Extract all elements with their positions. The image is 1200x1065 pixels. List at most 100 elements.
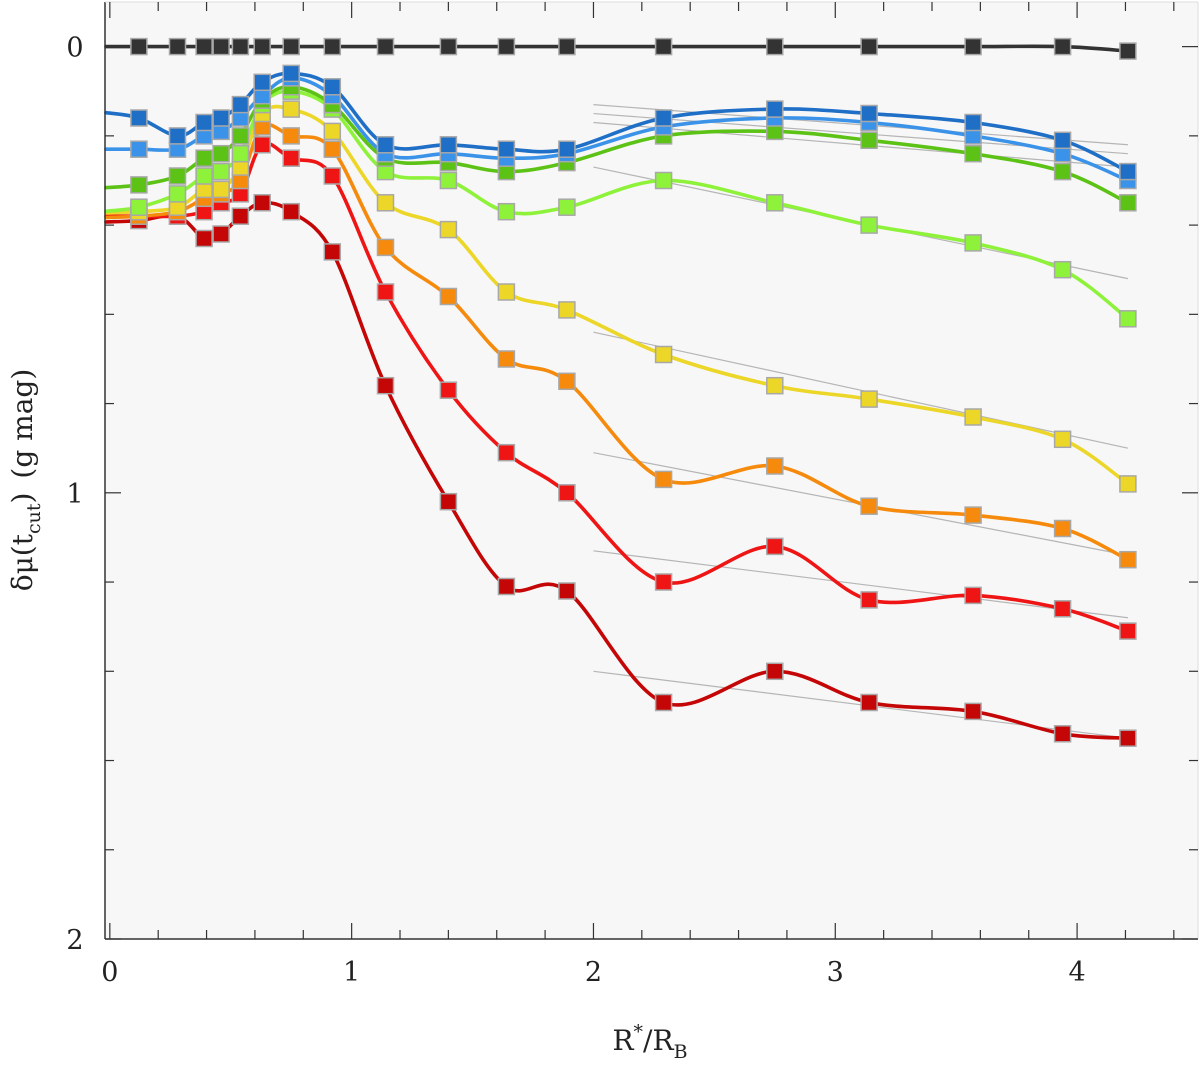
marker-black [558,37,576,56]
marker-red [282,149,300,167]
marker-dark-red [558,582,576,600]
marker-lime [439,171,458,190]
marker-dark-red [860,693,878,712]
marker-black [212,37,230,56]
marker-dark-red [439,492,458,511]
marker-dark-red [195,229,213,248]
marker-dark-red [231,207,250,225]
x-tick-label: 1 [343,957,360,988]
marker-orange [1053,519,1072,538]
marker-dark-red [964,702,982,721]
marker-dark-red [376,376,395,395]
x-tick-label: 2 [585,957,602,988]
marker-black [282,37,300,56]
marker-dark-blue [253,73,271,92]
marker-lime [168,185,187,203]
marker-green [860,131,878,150]
marker-orange [964,506,982,524]
marker-black [439,37,458,56]
y-axis-title: δμ(tcut) (g mag) [6,369,45,592]
marker-lime [1119,310,1137,328]
marker-yellow [558,301,576,319]
marker-orange [497,350,516,368]
marker-dark-red [497,577,516,596]
marker-red [376,283,395,301]
marker-red [323,167,342,185]
marker-dark-red [1119,729,1137,747]
marker-dark-blue [654,109,673,127]
marker-lime [231,144,250,163]
marker-black [253,37,271,56]
data-markers [130,37,1137,747]
x-tick-label: 4 [1068,957,1085,988]
marker-lime [1053,260,1072,279]
x-title-base: R [612,1024,634,1057]
marker-green [964,144,982,163]
fit-red [593,550,1128,619]
marker-yellow [766,376,784,395]
marker-green [212,144,230,163]
marker-black [964,37,982,56]
marker-black [654,37,673,56]
marker-yellow [282,100,300,118]
marker-yellow [1053,430,1072,449]
marker-red [654,573,673,591]
marker-dark-blue [231,95,250,114]
marker-green [231,127,250,145]
marker-yellow [654,345,673,364]
marker-dark-red [323,243,342,261]
marker-black [766,37,784,56]
marker-orange [860,497,878,515]
marker-lime [766,194,784,212]
marker-dark-blue [439,136,458,154]
marker-lime [130,198,148,216]
marker-black [130,37,148,56]
marker-green [130,176,148,194]
marker-green [195,149,213,167]
marker-yellow [439,220,458,239]
marker-black [860,37,878,56]
marker-black [323,37,342,56]
marker-black [195,37,213,56]
y-title-unit: (g mag) [6,369,39,479]
marker-black [497,37,516,56]
marker-dark-red [654,693,673,712]
marker-dark-red [766,662,784,681]
marker-yellow [1119,475,1137,493]
marker-dark-blue [376,136,395,154]
marker-dark-blue [1053,131,1072,150]
x-title-sub: B [674,1041,688,1063]
marker-red [1119,622,1137,640]
marker-dark-red [212,225,230,243]
marker-dark-red [282,202,300,221]
y-tick-label: 1 [66,479,83,510]
marker-lime [212,162,230,181]
marker-orange [439,287,458,306]
marker-dark-blue [766,100,784,118]
marker-red [497,443,516,462]
y-title-prefix: δμ(t [6,533,39,591]
marker-red [766,537,784,556]
y-tick-label: 0 [66,33,83,64]
marker-orange [323,140,342,158]
marker-red [1053,600,1072,618]
marker-dark-blue [195,113,213,132]
x-title-sup: * [634,1021,644,1043]
marker-dark-red [253,194,271,212]
marker-red [558,484,576,502]
marker-orange [376,238,395,257]
marker-black [1053,37,1072,56]
marker-black [1119,42,1137,60]
marker-lime [497,202,516,221]
y-tick-label: 2 [66,925,83,956]
marker-orange [1119,550,1137,569]
marker-lime [654,171,673,190]
marker-dark-blue [558,140,576,158]
marker-yellow [212,180,230,199]
marker-yellow [964,408,982,426]
marker-black [168,37,187,56]
marker-light-blue [130,140,148,158]
marker-green [1053,162,1072,181]
marker-green [1119,194,1137,212]
